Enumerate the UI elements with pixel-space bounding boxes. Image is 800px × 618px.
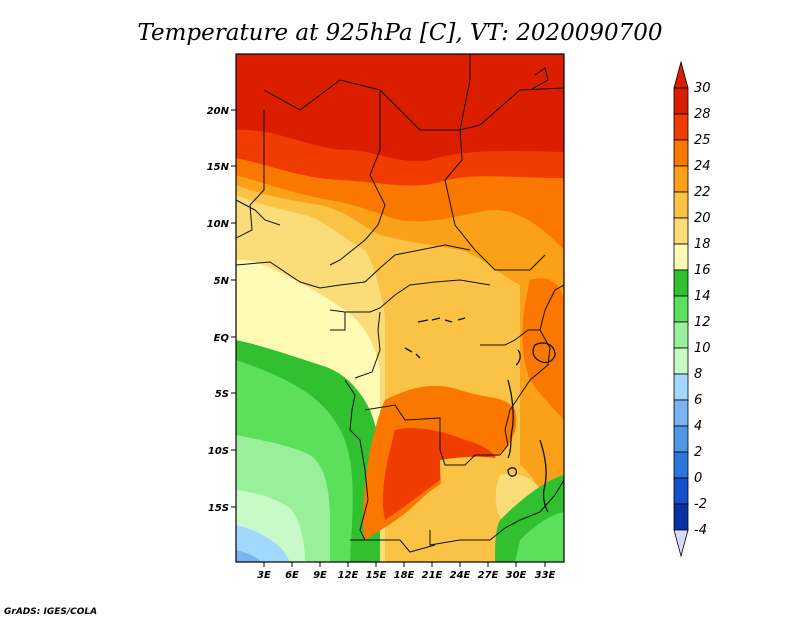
map-title: Temperature at 925hPa [C], VT: 202009070… [137, 20, 662, 46]
grads-credit: GrADS: IGES/COLA [4, 607, 97, 617]
temperature-field [236, 54, 564, 562]
border-line-9 [364, 404, 500, 466]
border-line-7 [330, 312, 346, 331]
border-line-8 [344, 379, 369, 541]
field-region-14-southeast [515, 512, 564, 562]
border-line-3 [444, 129, 546, 271]
map-frame [235, 53, 565, 563]
lon-tick-label: 9E [313, 570, 327, 581]
colorbar-swatch-11 [673, 373, 689, 401]
colorbar-swatch-9 [673, 321, 689, 349]
colorbar-swatch-15 [673, 477, 689, 505]
lon-tick-label: 6E [285, 570, 299, 581]
colorbar-label: 14 [694, 289, 711, 304]
colorbar-label: 12 [694, 315, 711, 330]
border-line-2 [329, 90, 386, 266]
latitude-axis: 20N 15N 10N 5N EQ 5S 10S 15S [207, 106, 236, 514]
colorbar-swatch-13 [673, 425, 689, 453]
colorbar-swatch-4 [673, 191, 689, 219]
colorbar-swatch-1 [673, 113, 689, 141]
colorbar-label: 20 [694, 211, 711, 226]
lat-tick-label: 5S [215, 389, 229, 400]
border-line-4 [236, 244, 471, 289]
lon-tick-label: 27E [478, 570, 499, 581]
border-line-17 [459, 87, 564, 131]
lake-mweru [507, 467, 518, 477]
colorbar-label: 16 [694, 263, 711, 278]
field-region-28-south [382, 428, 496, 520]
lake-dash-2 [404, 347, 421, 359]
lake-dash-1 [417, 317, 466, 323]
border-line-6 [354, 311, 381, 379]
lat-tick-label: 10N [207, 219, 230, 230]
lon-tick-label: 12E [338, 570, 359, 581]
border-line-5 [329, 279, 491, 313]
lakes [404, 317, 556, 513]
colorbar-bottom-arrow [673, 529, 689, 558]
colorbar-swatch-14 [673, 451, 689, 479]
lake-malawi [539, 439, 549, 513]
colorbar-label: -4 [694, 523, 707, 538]
country-borders [236, 54, 564, 553]
colorbar-swatch-6 [673, 243, 689, 271]
colorbar-swatch-0 [673, 87, 689, 115]
colorbar-label: 18 [694, 237, 711, 252]
lon-tick-label: 15E [366, 570, 387, 581]
colorbar-label: 10 [694, 341, 711, 356]
colorbar-label: 2 [694, 445, 702, 460]
lon-tick-label: 18E [394, 570, 415, 581]
colorbar-label: 30 [694, 81, 711, 96]
colorbar-swatch-8 [673, 295, 689, 323]
lon-tick-label: 24E [450, 570, 471, 581]
colorbar-label: 0 [694, 471, 702, 486]
colorbar-swatch-3 [673, 165, 689, 193]
lat-tick-label: 20N [207, 106, 230, 117]
field-region-6 [236, 550, 262, 562]
colorbar-top-arrow [673, 60, 689, 89]
colorbar-label: 22 [694, 185, 711, 200]
colorbar-swatch-12 [673, 399, 689, 427]
border-line-1 [263, 54, 471, 131]
border-line-18 [529, 67, 549, 91]
colorbar-swatch-16 [673, 503, 689, 531]
colorbar-swatch-7 [673, 269, 689, 297]
field-region-25-east [522, 278, 564, 420]
colorbar-swatch-10 [673, 347, 689, 375]
colorbar-label: -2 [694, 497, 707, 512]
colorbar-label: 8 [694, 367, 702, 382]
border-line-12 [236, 110, 265, 239]
lat-tick-label: 10S [208, 446, 229, 457]
colorbar-swatch-5 [673, 217, 689, 245]
colorbar-label: 6 [694, 393, 702, 408]
lake-victoria [532, 342, 556, 364]
lon-tick-label: 33E [535, 570, 556, 581]
border-line-14 [499, 329, 551, 456]
colorbar-label: 28 [694, 107, 711, 122]
lat-tick-label: 5N [214, 276, 230, 287]
border-line-10 [429, 479, 564, 546]
lat-tick-label: 15S [208, 503, 229, 514]
lon-tick-label: 30E [506, 570, 527, 581]
longitude-axis: 3E 6E 9E 12E 15E 18E 21E 24E 27E 30E 33E [257, 562, 556, 581]
colorbar-label: 4 [694, 419, 702, 434]
field-region-8 [236, 525, 290, 562]
lon-tick-label: 21E [422, 570, 443, 581]
colorbar-label: 24 [694, 159, 711, 174]
lat-tick-label: EQ [214, 333, 230, 344]
border-line-15 [539, 284, 564, 331]
lake-kivu [515, 349, 521, 366]
colorbar-swatch-2 [673, 139, 689, 167]
lat-tick-label: 15N [207, 162, 230, 173]
lon-tick-label: 3E [257, 570, 271, 581]
border-line-13 [236, 199, 281, 226]
lake-tanganyika [507, 379, 514, 459]
border-line-11 [350, 539, 436, 553]
colorbar-label: 25 [694, 133, 711, 148]
